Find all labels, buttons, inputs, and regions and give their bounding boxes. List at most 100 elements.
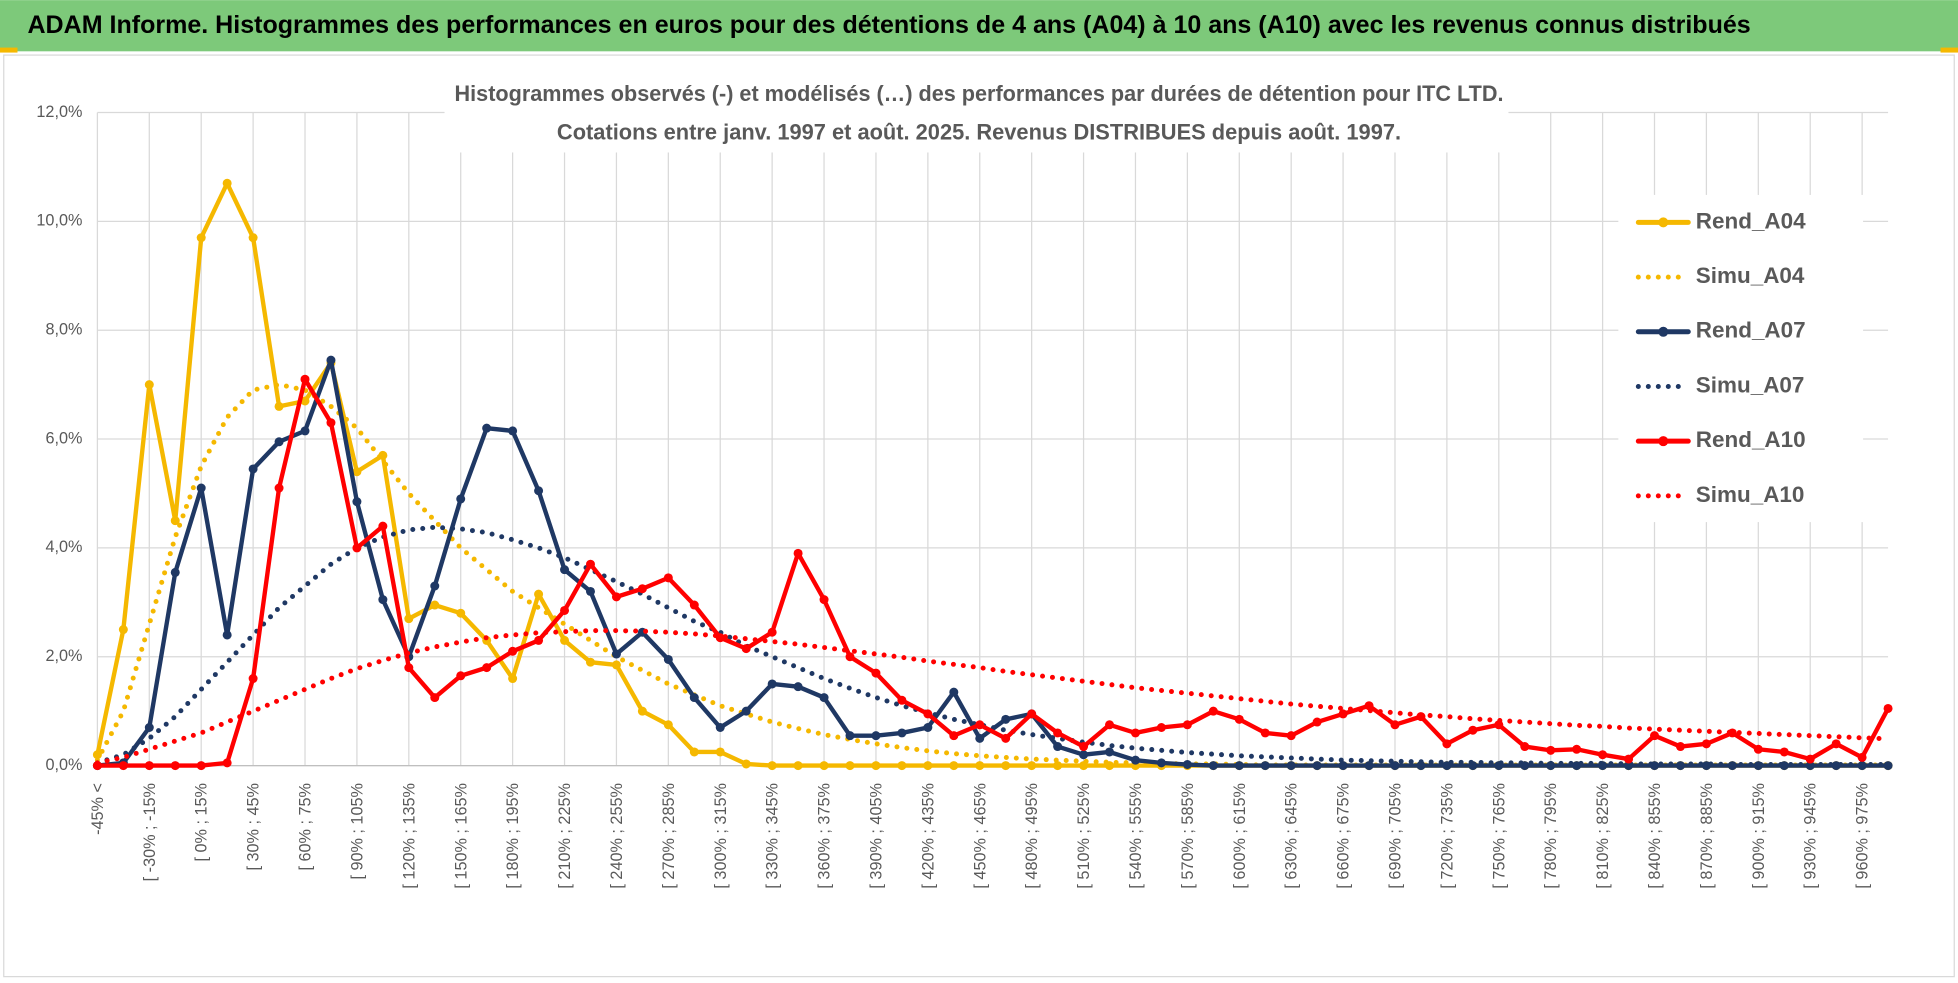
data-point	[1001, 761, 1011, 771]
data-point	[1442, 739, 1452, 749]
x-tick-label: [ 810% ; 825%	[1594, 783, 1612, 889]
data-point	[1416, 761, 1426, 771]
data-point	[923, 723, 933, 732]
x-tick-label: [ 150% ; 165%	[452, 783, 470, 889]
data-point	[196, 483, 206, 493]
data-point	[534, 635, 544, 645]
data-point	[689, 600, 699, 610]
x-tick-label: [ 690% ; 705%	[1387, 783, 1405, 889]
data-point	[456, 608, 466, 618]
data-point	[1701, 739, 1711, 749]
x-tick-label: [ 90% ; 105%	[348, 783, 366, 879]
data-point	[1390, 761, 1400, 771]
data-point	[689, 747, 699, 757]
data-point	[1312, 761, 1322, 771]
data-point	[1779, 747, 1789, 757]
chart-subtitle: Cotations entre janv. 1997 et août. 2025…	[557, 120, 1401, 145]
data-point	[897, 695, 907, 705]
data-point	[1624, 754, 1634, 764]
data-point	[248, 464, 258, 474]
data-point	[1831, 739, 1841, 749]
data-point	[430, 581, 440, 591]
data-point	[274, 483, 284, 493]
x-tick-label: [ 750% ; 765%	[1490, 783, 1508, 889]
x-tick-label: [ 270% ; 285%	[660, 783, 678, 889]
data-point	[144, 380, 154, 390]
data-point	[170, 567, 180, 577]
data-point	[845, 761, 855, 771]
data-point	[793, 682, 803, 692]
data-point	[689, 693, 699, 703]
header-title: ADAM Informe. Histogrammes des performan…	[27, 11, 1750, 39]
data-point	[1001, 714, 1011, 724]
data-point	[560, 565, 570, 575]
data-point	[663, 573, 673, 583]
x-tick-label: [ 510% ; 525%	[1075, 783, 1093, 889]
grid: 0,0% 2,0% 4,0% 6,0% 8,0% 10,0% 12,0% -45% < [ -3…	[36, 103, 1889, 889]
x-tick-label: [ 660% ; 675%	[1335, 783, 1353, 889]
data-point	[274, 437, 284, 447]
data-point	[949, 761, 959, 771]
data-point	[1753, 744, 1763, 754]
data-point	[404, 614, 414, 624]
data-point	[456, 671, 466, 681]
data-point	[1234, 714, 1244, 724]
x-tick-label: [ 240% ; 255%	[608, 783, 626, 889]
chart-frame	[3, 54, 1955, 978]
data-point	[975, 733, 985, 743]
data-point	[585, 657, 595, 667]
data-point	[715, 633, 725, 643]
data-point	[1286, 731, 1296, 741]
data-point	[1182, 760, 1192, 770]
legend-marker	[1658, 436, 1669, 447]
data-point	[871, 761, 881, 771]
data-point	[1130, 728, 1140, 738]
x-tick-label: [ 840% ; 855%	[1646, 783, 1664, 889]
data-point	[1831, 761, 1841, 771]
data-point	[144, 723, 154, 732]
data-point	[845, 731, 855, 741]
x-tick-label: [ 930% ; 945%	[1802, 783, 1820, 889]
data-point	[404, 663, 414, 673]
data-point	[508, 646, 518, 656]
chart-subtitle: Histogrammes observés (-) et modélisés (…	[455, 81, 1504, 106]
data-point	[248, 674, 258, 684]
x-tick-label: [ 870% ; 885%	[1698, 783, 1716, 889]
data-point	[1260, 761, 1270, 771]
data-point	[222, 630, 232, 640]
legend-background	[1618, 194, 1864, 523]
data-point	[144, 761, 154, 771]
legend-label: Simu_A04	[1696, 263, 1805, 288]
data-point	[1468, 725, 1478, 735]
data-point	[1208, 706, 1218, 716]
data-point	[430, 600, 440, 610]
legend: Rend_A04 Simu_A04 Rend_A07 Simu_A07 Rend_A10…	[1618, 194, 1864, 523]
x-tick-label: [ 180% ; 195%	[504, 783, 522, 889]
data-point	[1105, 747, 1115, 757]
x-tick-label: [ 540% ; 555%	[1127, 783, 1145, 889]
data-point	[378, 521, 388, 531]
data-point	[1572, 744, 1582, 754]
header-bar	[0, 0, 1958, 52]
legend-label: Rend_A04	[1696, 208, 1806, 233]
data-point	[1156, 723, 1166, 732]
data-point	[1675, 742, 1685, 752]
data-point	[1182, 720, 1192, 730]
data-point	[897, 761, 907, 771]
legend-marker	[1658, 326, 1669, 337]
data-point	[1883, 703, 1893, 713]
x-tick-label: [ 480% ; 495%	[1023, 783, 1041, 889]
data-point	[352, 467, 362, 477]
corner-accent	[1940, 47, 1958, 53]
data-point	[793, 761, 803, 771]
legend-label: Simu_A07	[1696, 372, 1805, 397]
data-point	[611, 660, 621, 670]
data-point	[1001, 733, 1011, 743]
data-point	[715, 747, 725, 757]
data-point	[560, 605, 570, 615]
data-point	[1079, 750, 1089, 760]
x-tick-label: [ 960% ; 975%	[1854, 783, 1872, 889]
data-point	[300, 374, 310, 384]
data-point	[534, 486, 544, 496]
